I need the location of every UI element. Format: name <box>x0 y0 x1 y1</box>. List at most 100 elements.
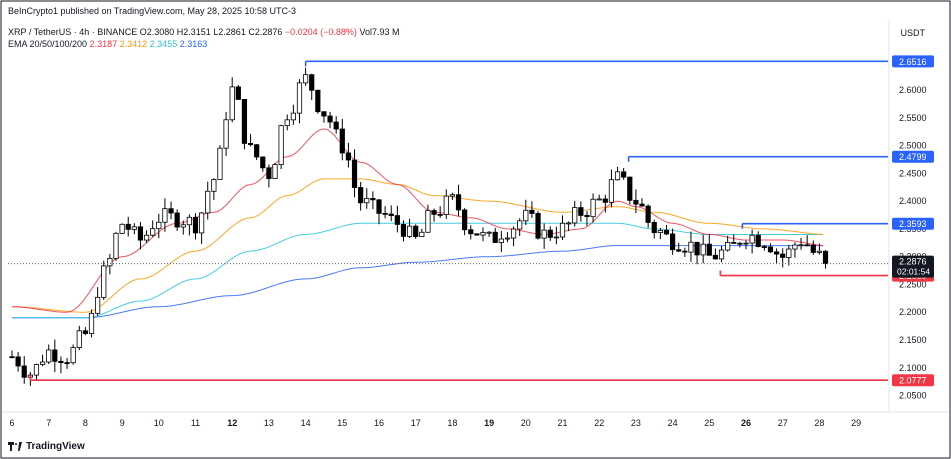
candle-up <box>553 236 559 239</box>
candle-up <box>107 257 113 267</box>
candle-down <box>755 234 761 247</box>
candle-down <box>492 231 498 243</box>
candle-up <box>101 265 107 298</box>
y-tick-label: 2.0500 <box>899 391 927 401</box>
support-price-label: 2.0777 <box>899 376 927 386</box>
ema20-line <box>11 128 824 313</box>
y-tick-label: 2.5000 <box>899 141 927 151</box>
x-tick-label: 22 <box>594 418 604 428</box>
candle-up <box>688 241 694 253</box>
candle-down <box>21 365 27 378</box>
candle-down <box>810 244 816 253</box>
x-tick-label: 10 <box>154 418 164 428</box>
candle-down <box>52 349 58 362</box>
candle-down <box>767 246 774 253</box>
candle-down <box>663 230 670 235</box>
candle-up <box>180 224 186 228</box>
candle-up <box>302 74 309 84</box>
candle-up <box>39 361 46 365</box>
candle-down <box>333 121 339 130</box>
candle-down <box>125 223 131 230</box>
candle-up <box>272 164 278 179</box>
support-price-tag <box>892 374 934 387</box>
candle-up <box>284 119 290 127</box>
candle-up <box>559 222 566 238</box>
candle-up <box>186 216 192 226</box>
currency-label[interactable]: USDT <box>900 28 926 38</box>
candle-up <box>743 242 749 245</box>
ema50-value: 2.3412 <box>119 39 148 49</box>
candle-up <box>95 296 101 314</box>
symbol-name[interactable]: XRP / TetherUS · 4h · BINANCE <box>8 27 138 37</box>
candle-up <box>162 208 168 223</box>
candle-down <box>474 233 480 236</box>
candle-down <box>633 199 639 205</box>
ema100-line <box>12 222 824 319</box>
y-tick-label: 2.1500 <box>899 335 927 345</box>
x-tick-label: 24 <box>668 418 678 428</box>
y-tick-label: 2.5500 <box>899 113 927 123</box>
candle-up <box>217 147 223 180</box>
x-tick-label: 9 <box>120 418 125 428</box>
resistance-price-tag <box>892 217 934 230</box>
candle-up <box>449 194 456 197</box>
candle-up <box>119 223 125 234</box>
ema-label[interactable]: EMA 20/50/100/200 <box>8 39 88 49</box>
candle-up <box>223 119 229 149</box>
candle-up <box>278 125 284 165</box>
resistance-price-label: 2.4799 <box>899 152 927 162</box>
candle-up <box>33 364 40 376</box>
candle-down <box>358 187 364 204</box>
candle-up <box>419 231 425 237</box>
candle-down <box>400 224 407 237</box>
y-tick-label: 2.4500 <box>899 168 927 178</box>
ema50-line <box>12 178 824 313</box>
candle-up <box>229 86 235 121</box>
candle-up <box>816 250 823 253</box>
ema200-line <box>12 245 824 319</box>
x-tick-label: 26 <box>741 418 751 428</box>
candle-down <box>345 152 352 161</box>
candle-up <box>614 171 621 181</box>
candle-up <box>443 195 449 215</box>
candle-up <box>608 179 615 203</box>
current-price-tag <box>892 255 934 278</box>
candle-down <box>627 176 633 201</box>
candle-down <box>651 222 657 234</box>
candle-down <box>247 143 254 146</box>
candle-down <box>370 198 376 201</box>
candle-up <box>76 330 82 348</box>
candle-up <box>406 225 413 237</box>
candle-down <box>578 207 584 216</box>
x-tick-label: 6 <box>9 418 14 428</box>
x-tick-label: 28 <box>814 418 824 428</box>
y-tick-label: 2.2000 <box>899 307 927 317</box>
candle-down <box>670 233 676 251</box>
candle-up <box>211 179 217 192</box>
candle-down <box>309 74 315 91</box>
candle-down <box>376 199 382 214</box>
candle-up <box>596 198 602 201</box>
candle-down <box>682 250 688 253</box>
candle-down <box>15 356 21 367</box>
candle-up <box>725 241 731 251</box>
symbol-legend: XRP / TetherUS · 4h · BINANCE O2.3080 H2… <box>8 27 399 37</box>
candle-down <box>9 356 15 359</box>
candle-up <box>46 349 52 363</box>
candle-down <box>254 144 260 158</box>
candle-down <box>388 213 394 216</box>
candle-up <box>541 229 547 239</box>
candle-up <box>425 210 431 233</box>
candle-down <box>639 203 645 207</box>
candle-down <box>535 213 541 239</box>
candle-up <box>480 232 486 236</box>
x-tick-label: 23 <box>631 418 641 428</box>
candle-up <box>296 82 303 114</box>
candle-up <box>510 228 517 239</box>
y-tick-label: 2.1000 <box>899 363 927 373</box>
candle-up <box>572 207 578 224</box>
candle-down <box>706 243 712 256</box>
x-tick-label: 25 <box>704 418 714 428</box>
